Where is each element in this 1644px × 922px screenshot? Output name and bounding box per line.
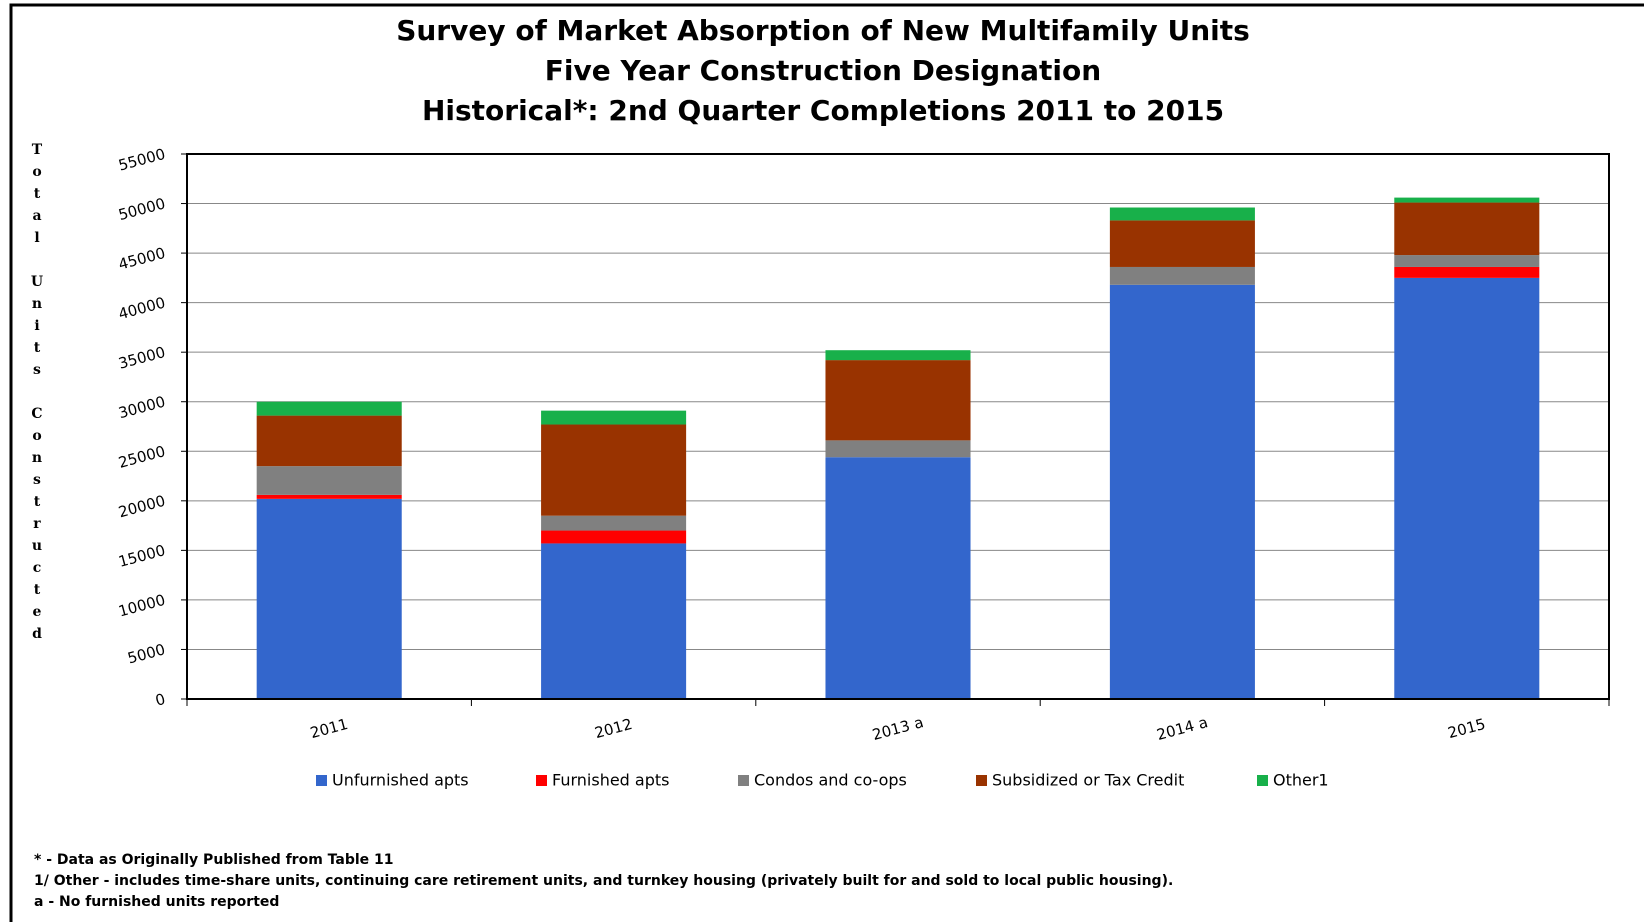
legend-label: Condos and co-ops bbox=[754, 771, 907, 790]
y-tick-label: 25000 bbox=[116, 442, 167, 472]
bar-segment bbox=[256, 494, 402, 499]
x-tick-label: 2015 bbox=[1446, 715, 1488, 742]
bar-segment bbox=[825, 457, 971, 699]
y-tick-label: 45000 bbox=[116, 244, 167, 274]
bar-segment bbox=[825, 360, 971, 441]
bar-segment bbox=[1394, 202, 1540, 256]
bar-segment bbox=[825, 440, 971, 458]
bar-segment bbox=[541, 515, 687, 531]
legend-swatch bbox=[1257, 775, 1268, 786]
y-tick-label: 35000 bbox=[116, 343, 167, 373]
bar-segment bbox=[1394, 266, 1540, 278]
y-axis-label: Total Units Constructed bbox=[29, 142, 45, 648]
footnote: 1/ Other - includes time-share units, co… bbox=[34, 873, 1173, 889]
legend-label: Unfurnished apts bbox=[332, 771, 469, 790]
bar-segment bbox=[1109, 284, 1255, 699]
legend-label: Subsidized or Tax Credit bbox=[992, 771, 1184, 790]
bar-segment bbox=[1109, 220, 1255, 267]
bar-segment bbox=[541, 543, 687, 699]
chart-title: Five Year Construction Designation bbox=[545, 54, 1101, 87]
bar-segment bbox=[1109, 207, 1255, 221]
y-tick-label: 50000 bbox=[116, 194, 167, 224]
frame bbox=[9, 3, 1644, 922]
legend-swatch bbox=[738, 775, 749, 786]
legend-label: Other1 bbox=[1273, 771, 1329, 790]
y-tick-label: 55000 bbox=[116, 145, 167, 175]
legend-swatch bbox=[536, 775, 547, 786]
legend-label: Furnished apts bbox=[552, 771, 669, 790]
bar-segment bbox=[1394, 255, 1540, 267]
footnote: a - No furnished units reported bbox=[34, 894, 279, 910]
y-tick-label: 20000 bbox=[116, 492, 167, 522]
y-tick-label: 15000 bbox=[116, 541, 167, 571]
x-tick-label: 2011 bbox=[308, 715, 350, 742]
bar-segment bbox=[256, 498, 402, 699]
y-tick-label: 30000 bbox=[116, 393, 167, 423]
x-tick-label: 2014 a bbox=[1155, 713, 1210, 744]
y-tick-label: 10000 bbox=[116, 591, 167, 621]
legend-swatch bbox=[976, 775, 987, 786]
plot-border bbox=[186, 153, 1610, 700]
bar-segment bbox=[256, 466, 402, 495]
bar-segment bbox=[541, 410, 687, 425]
x-tick-label: 2013 a bbox=[870, 713, 925, 744]
bar-segment bbox=[256, 401, 402, 416]
y-tick-label: 5000 bbox=[126, 640, 168, 667]
bar-segment bbox=[1109, 266, 1255, 285]
legend-swatch bbox=[316, 775, 327, 786]
x-tick-label: 2012 bbox=[593, 715, 635, 742]
bar-segment bbox=[1394, 277, 1540, 699]
chart-title: Survey of Market Absorption of New Multi… bbox=[396, 14, 1250, 47]
y-tick-label: 0 bbox=[153, 690, 167, 710]
bar-segment bbox=[541, 530, 687, 544]
footnote: * - Data as Originally Published from Ta… bbox=[34, 852, 394, 868]
bar-segment bbox=[256, 415, 402, 467]
bar-segment bbox=[1394, 197, 1540, 203]
chart-title: Historical*: 2nd Quarter Completions 201… bbox=[422, 94, 1224, 127]
bar-segment bbox=[541, 424, 687, 516]
bar-segment bbox=[825, 350, 971, 361]
y-tick-label: 40000 bbox=[116, 293, 167, 323]
